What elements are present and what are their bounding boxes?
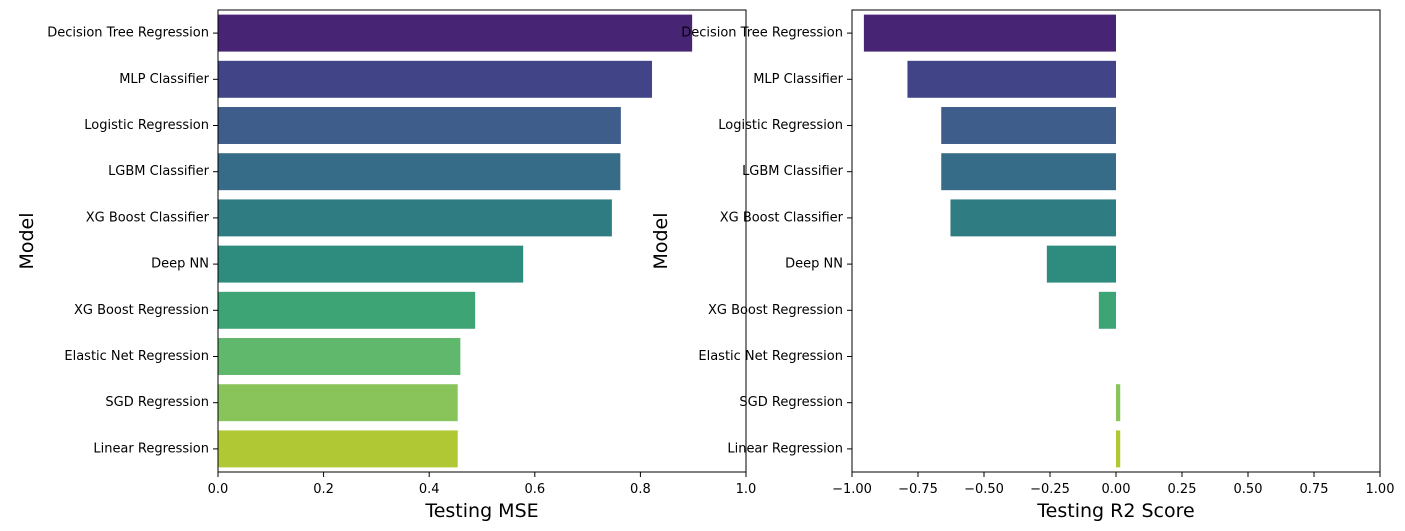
mse-ytick-label-5: Deep NN: [151, 257, 209, 272]
r2-xtick-label-1: −0.75: [898, 482, 938, 497]
r2-y-axis-title: Model: [650, 212, 672, 269]
mse-ytick-label-0: Decision Tree Regression: [47, 26, 209, 41]
mse-xtick-label-0: 0.0: [208, 482, 229, 497]
mse-ytick-label-1: MLP Classifier: [119, 72, 209, 87]
r2-x-axis-title: Testing R2 Score: [1036, 500, 1194, 522]
mse-ytick-label-7: Elastic Net Regression: [64, 349, 209, 364]
mse-bar-4: [218, 199, 612, 237]
mse-ytick-label-6: XG Boost Regression: [74, 303, 209, 318]
mse-xtick-label-5: 1.0: [736, 482, 757, 497]
r2-xtick-label-3: −0.25: [1030, 482, 1070, 497]
r2-bar-5: [1046, 245, 1116, 283]
mse-ytick-label-3: LGBM Classifier: [108, 164, 210, 179]
r2-bar-1: [907, 60, 1116, 98]
r2-bar-4: [950, 199, 1116, 237]
r2-ytick-label-3: LGBM Classifier: [742, 164, 844, 179]
mse-bar-8: [218, 384, 458, 422]
r2-ytick-label-9: Linear Regression: [727, 441, 843, 456]
mse-ytick-label-4: XG Boost Classifier: [86, 210, 210, 225]
mse-xtick-label-3: 0.6: [524, 482, 545, 497]
mse-plot-frame: [217, 9, 747, 473]
r2-xtick-label-6: 0.50: [1234, 482, 1263, 497]
mse-ytick-label-2: Logistic Regression: [84, 118, 209, 133]
mse-bar-6: [218, 291, 476, 329]
mse-bar-5: [218, 245, 524, 283]
r2-ytick-label-6: XG Boost Regression: [708, 303, 843, 318]
r2-xtick-label-5: 0.25: [1168, 482, 1197, 497]
r2-ytick-label-8: SGD Regression: [739, 395, 843, 410]
mse-bar-9: [218, 430, 458, 468]
mse-ytick-label-8: SGD Regression: [105, 395, 209, 410]
r2-ytick-label-0: Decision Tree Regression: [681, 26, 843, 41]
mse-x-axis-title: Testing MSE: [424, 500, 538, 522]
mse-bar-3: [218, 153, 621, 191]
r2-chart: Decision Tree Regression MLP Classifier Lo…: [650, 9, 1395, 522]
mse-ytick-label-9: Linear Regression: [93, 441, 209, 456]
mse-xtick-label-1: 0.2: [313, 482, 334, 497]
mse-xtick-label-4: 0.8: [630, 482, 651, 497]
r2-bar-6: [1098, 291, 1116, 329]
mse-bar-1: [218, 60, 653, 98]
r2-xtick-label-0: −1.00: [832, 482, 872, 497]
mse-xtick-label-2: 0.4: [419, 482, 440, 497]
mse-y-axis-title: Model: [16, 212, 38, 269]
mse-bar-0: [218, 14, 693, 52]
mse-bar-2: [218, 107, 621, 144]
r2-ytick-label-7: Elastic Net Regression: [698, 349, 843, 364]
r2-bar-9: [1116, 430, 1121, 468]
r2-xtick-label-4: 0.00: [1102, 482, 1131, 497]
r2-bar-2: [941, 107, 1116, 144]
r2-xtick-label-8: 1.00: [1366, 482, 1395, 497]
mse-bar-7: [218, 338, 461, 375]
r2-ytick-label-5: Deep NN: [785, 257, 843, 272]
mse-chart: Decision Tree Regression MLP Classifier Lo…: [16, 9, 757, 522]
r2-ytick-label-1: MLP Classifier: [753, 72, 843, 87]
r2-xtick-label-2: −0.50: [964, 482, 1004, 497]
r2-ytick-label-4: XG Boost Classifier: [720, 210, 844, 225]
r2-bar-8: [1116, 384, 1121, 422]
r2-bar-3: [941, 153, 1116, 191]
r2-ytick-label-2: Logistic Regression: [718, 118, 843, 133]
r2-xtick-label-7: 0.75: [1300, 482, 1329, 497]
r2-bar-0: [863, 14, 1116, 52]
